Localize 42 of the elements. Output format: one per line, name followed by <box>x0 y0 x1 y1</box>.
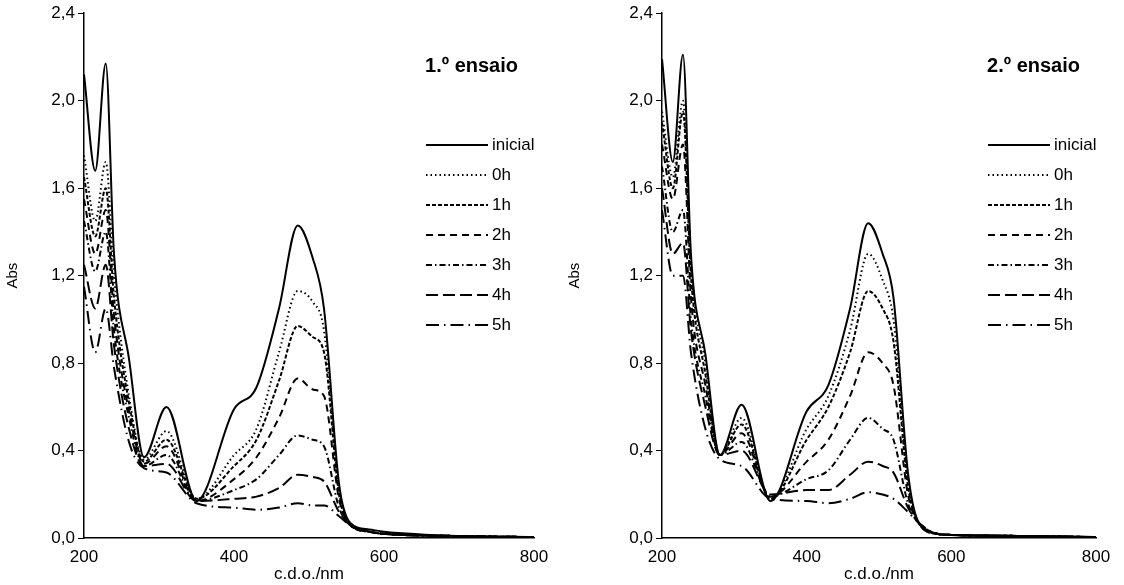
y-tick-label: 1,6 <box>51 177 75 197</box>
x-tick-label: 200 <box>69 547 99 567</box>
y-tick-label: 1,2 <box>51 265 75 285</box>
y-tick-label: 0,4 <box>629 440 653 460</box>
y-axis-title: Abs <box>565 262 583 289</box>
legend-label: 2h <box>492 225 512 245</box>
legend-label: 1h <box>1054 195 1074 215</box>
legend-label: 3h <box>492 255 512 275</box>
x-tick-label: 400 <box>792 547 821 567</box>
y-tick-label: 2,4 <box>629 2 653 22</box>
legend-label: 0h <box>1054 165 1074 185</box>
legend-label: 4h <box>1054 285 1074 305</box>
text: 1.º ensaio <box>425 54 518 77</box>
y-axis-title: Abs <box>3 262 21 289</box>
y-tick-label: 0,8 <box>51 352 75 372</box>
y-tick-label: 2,4 <box>51 2 75 22</box>
x-tick-label: 800 <box>519 547 549 567</box>
x-tick-label: 600 <box>937 547 966 567</box>
y-tick-label: 0,8 <box>629 352 653 372</box>
y-tick-label: 0,0 <box>629 527 653 547</box>
legend-label: 0h <box>492 165 512 185</box>
y-tick-label: 0,0 <box>51 527 75 547</box>
legend-label: 2h <box>1054 225 1074 245</box>
legend-label: 5h <box>492 315 512 335</box>
y-tick-label: 1,6 <box>629 177 653 197</box>
legend-label: 1h <box>492 195 512 215</box>
text: 2.º ensaio <box>987 54 1080 77</box>
x-axis-title: c.d.o./nm <box>274 564 344 584</box>
legend-label: 5h <box>1054 315 1074 335</box>
y-tick-label: 2,0 <box>629 90 653 110</box>
x-tick-label: 800 <box>1081 547 1111 567</box>
legend-label: inicial <box>1054 135 1098 155</box>
y-tick-label: 0,4 <box>51 440 75 460</box>
x-tick-label: 200 <box>647 547 677 567</box>
x-axis-title: c.d.o./nm <box>844 564 914 584</box>
y-tick-label: 2,0 <box>51 90 75 110</box>
legend-label: inicial <box>492 135 536 155</box>
x-tick-label: 600 <box>369 547 399 567</box>
legend-label: 4h <box>492 285 512 305</box>
x-tick-label: 400 <box>219 547 249 567</box>
y-tick-label: 1,2 <box>629 265 653 285</box>
legend-label: 3h <box>1054 255 1074 275</box>
